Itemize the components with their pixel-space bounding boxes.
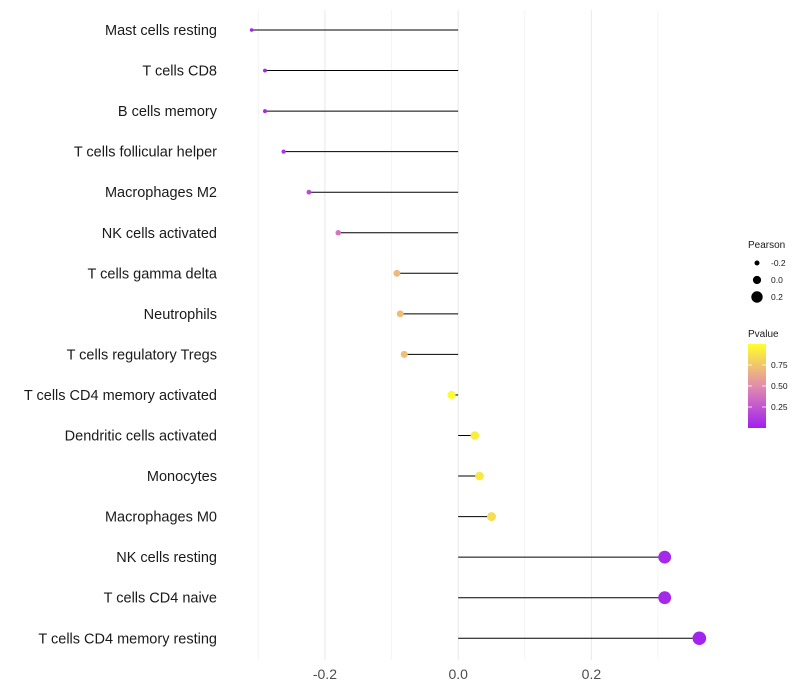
- legend: Pearson Pvalue -0.2 0.0 0.2 0.75 0.50 0.25: [748, 240, 788, 428]
- lollipop-dots: [249, 28, 707, 646]
- category-label: Macrophages M2: [105, 185, 217, 201]
- category-label: Neutrophils: [144, 307, 217, 323]
- size-legend-label: 0.2: [771, 292, 783, 302]
- dot-10: [470, 431, 480, 440]
- category-labels: Mast cells resting T cells CD8 B cells mem…: [24, 23, 218, 647]
- dot-15: [692, 631, 707, 646]
- category-label: T cells gamma delta: [88, 266, 218, 282]
- category-label: T cells CD8: [142, 64, 217, 80]
- colorbar: [748, 344, 766, 428]
- colorbar-label: 0.25: [771, 402, 788, 412]
- category-label: Macrophages M0: [105, 510, 217, 526]
- category-label: Monocytes: [147, 469, 217, 485]
- dot-7: [396, 310, 404, 318]
- dot-0: [249, 28, 254, 32]
- x-tick-label: 0.0: [448, 666, 468, 682]
- size-legend-key: [754, 260, 760, 266]
- size-legend-label: -0.2: [771, 258, 786, 268]
- grid-lines: [257, 10, 659, 660]
- lollipop-stems: [251, 29, 700, 639]
- size-legend-key: [752, 275, 762, 285]
- dot-3: [281, 149, 286, 154]
- dot-2: [263, 109, 267, 114]
- category-label: T cells regulatory Tregs: [67, 347, 217, 363]
- dot-5: [335, 229, 342, 236]
- category-label: T cells CD4 memory resting: [38, 631, 217, 647]
- category-label: T cells CD4 memory activated: [24, 388, 217, 404]
- dot-8: [400, 350, 408, 358]
- dot-6: [393, 269, 401, 277]
- dot-13: [658, 550, 672, 564]
- category-label: Dendritic cells activated: [65, 429, 217, 445]
- category-label: T cells follicular helper: [74, 145, 217, 161]
- colorbar-label: 0.50: [771, 381, 788, 391]
- colorbar-label: 0.75: [771, 360, 788, 370]
- size-legend-title: Pearson: [748, 240, 785, 251]
- dot-12: [487, 512, 496, 522]
- category-label: T cells CD4 naive: [104, 591, 217, 607]
- size-legend-label: 0.0: [771, 275, 783, 285]
- x-axis-ticks: -0.2 0.0 0.2: [313, 666, 601, 682]
- dot-14: [658, 591, 672, 605]
- dot-9: [447, 390, 456, 399]
- dot-11: [475, 471, 484, 481]
- x-tick-label: -0.2: [313, 666, 337, 682]
- dot-1: [263, 68, 267, 73]
- category-label: B cells memory: [118, 104, 218, 120]
- category-label: NK cells activated: [102, 226, 217, 242]
- x-tick-label: 0.2: [582, 666, 602, 682]
- size-legend-key: [751, 291, 763, 303]
- category-label: Mast cells resting: [105, 23, 217, 39]
- dot-4: [306, 189, 312, 195]
- category-label: NK cells resting: [116, 550, 217, 566]
- color-legend-title: Pvalue: [748, 329, 779, 340]
